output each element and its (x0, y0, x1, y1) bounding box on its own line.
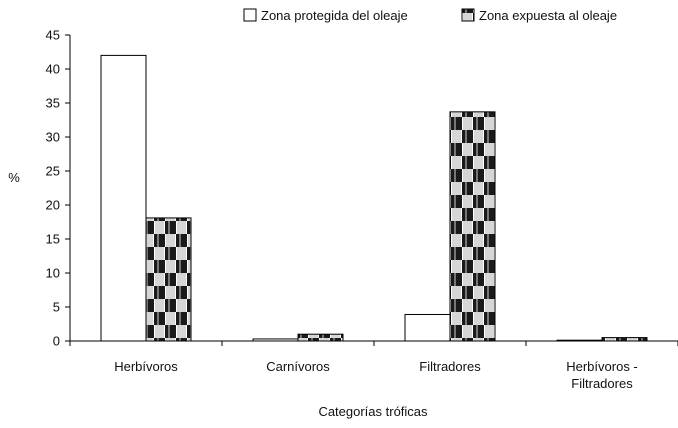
bar-expuesta (601, 337, 648, 342)
legend-label-expuesta: Zona expuesta al oleaje (479, 8, 617, 23)
legend-label-protegida: Zona protegida del oleaje (261, 8, 408, 23)
bars (100, 54, 648, 342)
category-label-line: Filtradores (571, 376, 633, 391)
y-tick-label: 40 (46, 62, 60, 77)
category-label: Carnívoros (266, 359, 330, 374)
x-axis-title: Categorías tróficas (318, 404, 428, 419)
category-label: Herbívoros - Filtradores (566, 359, 638, 391)
x-axis-ticks (69, 341, 678, 346)
bar-protegida (100, 54, 147, 342)
legend: Zona protegida del oleaje Zona expuesta … (243, 8, 617, 23)
category-label: Herbívoros (114, 359, 178, 374)
bar-expuesta (449, 111, 496, 342)
bar-protegida (404, 313, 451, 342)
legend-swatch-expuesta (461, 8, 475, 22)
bar-expuesta (145, 217, 192, 342)
category-label-line: Filtradores (419, 359, 481, 374)
category-labels: Herbívoros Carnívoros Filtradores Herbívoro… (114, 359, 638, 391)
y-tick-label: 5 (53, 300, 60, 315)
legend-swatch-protegida (243, 8, 257, 22)
category-label-line: Herbívoros (114, 359, 178, 374)
category-label: Filtradores (419, 359, 481, 374)
category-label-line: Herbívoros - (566, 359, 638, 374)
y-tick-label: 30 (46, 130, 60, 145)
y-tick-label: 0 (53, 334, 60, 349)
bar-expuesta (297, 333, 344, 342)
category-label-line: Carnívoros (266, 359, 330, 374)
y-tick-label: 15 (46, 232, 60, 247)
y-tick-label: 45 (46, 28, 60, 43)
y-tick-label: 25 (46, 164, 60, 179)
y-tick-label: 35 (46, 96, 60, 111)
y-tick-label: 10 (46, 266, 60, 281)
y-tick-label: 20 (46, 198, 60, 213)
y-axis-ticks: 0 5 10 15 20 25 30 35 40 45 (46, 28, 70, 349)
y-axis-title: % (8, 170, 20, 185)
